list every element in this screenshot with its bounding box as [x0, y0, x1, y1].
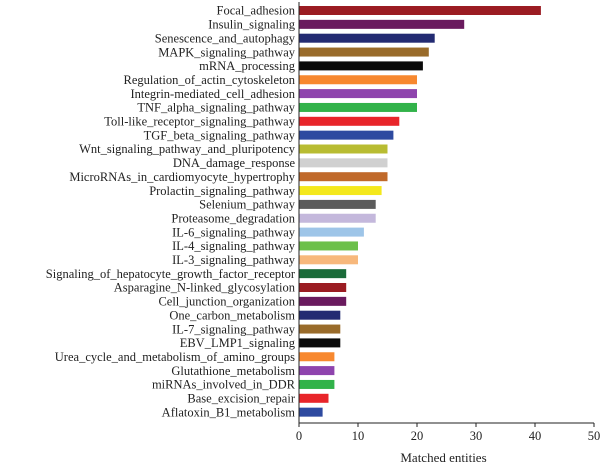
category-label: IL-7_signaling_pathway: [172, 322, 296, 336]
category-label: IL-6_signaling_pathway: [172, 225, 296, 239]
bar: [299, 186, 382, 196]
bar: [299, 324, 341, 334]
bar: [299, 310, 341, 320]
category-label: One_carbon_metabolism: [169, 308, 295, 322]
category-label: IL-4_signaling_pathway: [172, 239, 296, 253]
category-label: DNA_damage_response: [173, 156, 296, 170]
bar: [299, 227, 364, 237]
bar: [299, 75, 417, 85]
category-label: EBV_LMP1_signaling: [180, 336, 296, 350]
category-label: Wnt_signaling_pathway_and_pluripotency: [79, 142, 296, 156]
category-label: Insulin_signaling: [208, 18, 296, 32]
bar: [299, 296, 347, 306]
bar: [299, 393, 329, 403]
bar: [299, 366, 335, 376]
bar: [299, 407, 323, 417]
category-label: Signaling_of_hepatocyte_growth_factor_re…: [46, 267, 296, 281]
bar: [299, 283, 347, 292]
category-label: TNF_alpha_signaling_pathway: [137, 101, 295, 115]
x-axis-ticks: 0 10 20 30 40 50: [296, 423, 600, 443]
x-tick-label: 50: [588, 429, 600, 443]
category-label: Regulation_of_actin_cytoskeleton: [124, 73, 296, 87]
bar: [299, 379, 335, 389]
category-label: miRNAs_involved_in_DDR: [152, 378, 296, 392]
bar: [299, 241, 358, 251]
category-label: Toll-like_receptor_signaling_pathway: [104, 115, 295, 129]
bar: [299, 172, 388, 182]
bar: [299, 255, 358, 265]
category-label: Cell_junction_organization: [158, 295, 295, 309]
bars-group: [299, 6, 541, 417]
category-label: Urea_cycle_and_metabolism_of_amino_group…: [55, 350, 295, 364]
bar: [299, 338, 341, 348]
bar: [299, 33, 435, 43]
bar: [299, 199, 376, 209]
category-label: MicroRNAs_in_cardiomyocyte_hypertrophy: [69, 170, 295, 184]
x-tick-label: 40: [529, 429, 542, 443]
category-label: Integrin-mediated_cell_adhesion: [130, 87, 295, 101]
bar: [299, 116, 400, 126]
category-label: Base_excision_repair: [187, 392, 295, 406]
category-label: mRNA_processing: [199, 59, 296, 73]
x-axis-title: Matched entities: [400, 450, 486, 465]
bar: [299, 6, 541, 15]
category-label: Senescence_and_autophagy: [155, 31, 296, 45]
bar: [299, 144, 388, 154]
category-labels: Focal_adhesionInsulin_signalingSenescenc…: [46, 4, 296, 420]
bar: [299, 61, 423, 71]
bar: [299, 213, 376, 223]
category-label: Glutathione_metabolism: [171, 364, 295, 378]
category-label: Asparagine_N-linked_glycosylation: [114, 281, 296, 295]
category-label: Proteasome_degradation: [171, 211, 295, 225]
category-label: TGF_beta_signaling_pathway: [144, 128, 296, 142]
bar: [299, 102, 417, 112]
category-label: Prolactin_signaling_pathway: [149, 184, 296, 198]
bar: [299, 47, 429, 57]
bar: [299, 89, 417, 99]
category-label: Focal_adhesion: [217, 4, 296, 18]
category-label: MAPK_signaling_pathway: [158, 45, 296, 59]
x-tick-label: 10: [352, 429, 365, 443]
category-label: IL-3_signaling_pathway: [172, 253, 296, 267]
bar: [299, 269, 347, 279]
x-tick-label: 20: [411, 429, 424, 443]
bar: [299, 352, 335, 362]
x-tick-label: 0: [296, 429, 302, 443]
category-label: Selenium_pathway: [199, 198, 296, 212]
bar: [299, 130, 394, 140]
category-label: Aflatoxin_B1_metabolism: [162, 405, 296, 419]
bar: [299, 19, 465, 29]
bar: [299, 158, 388, 168]
x-tick-label: 30: [470, 429, 483, 443]
